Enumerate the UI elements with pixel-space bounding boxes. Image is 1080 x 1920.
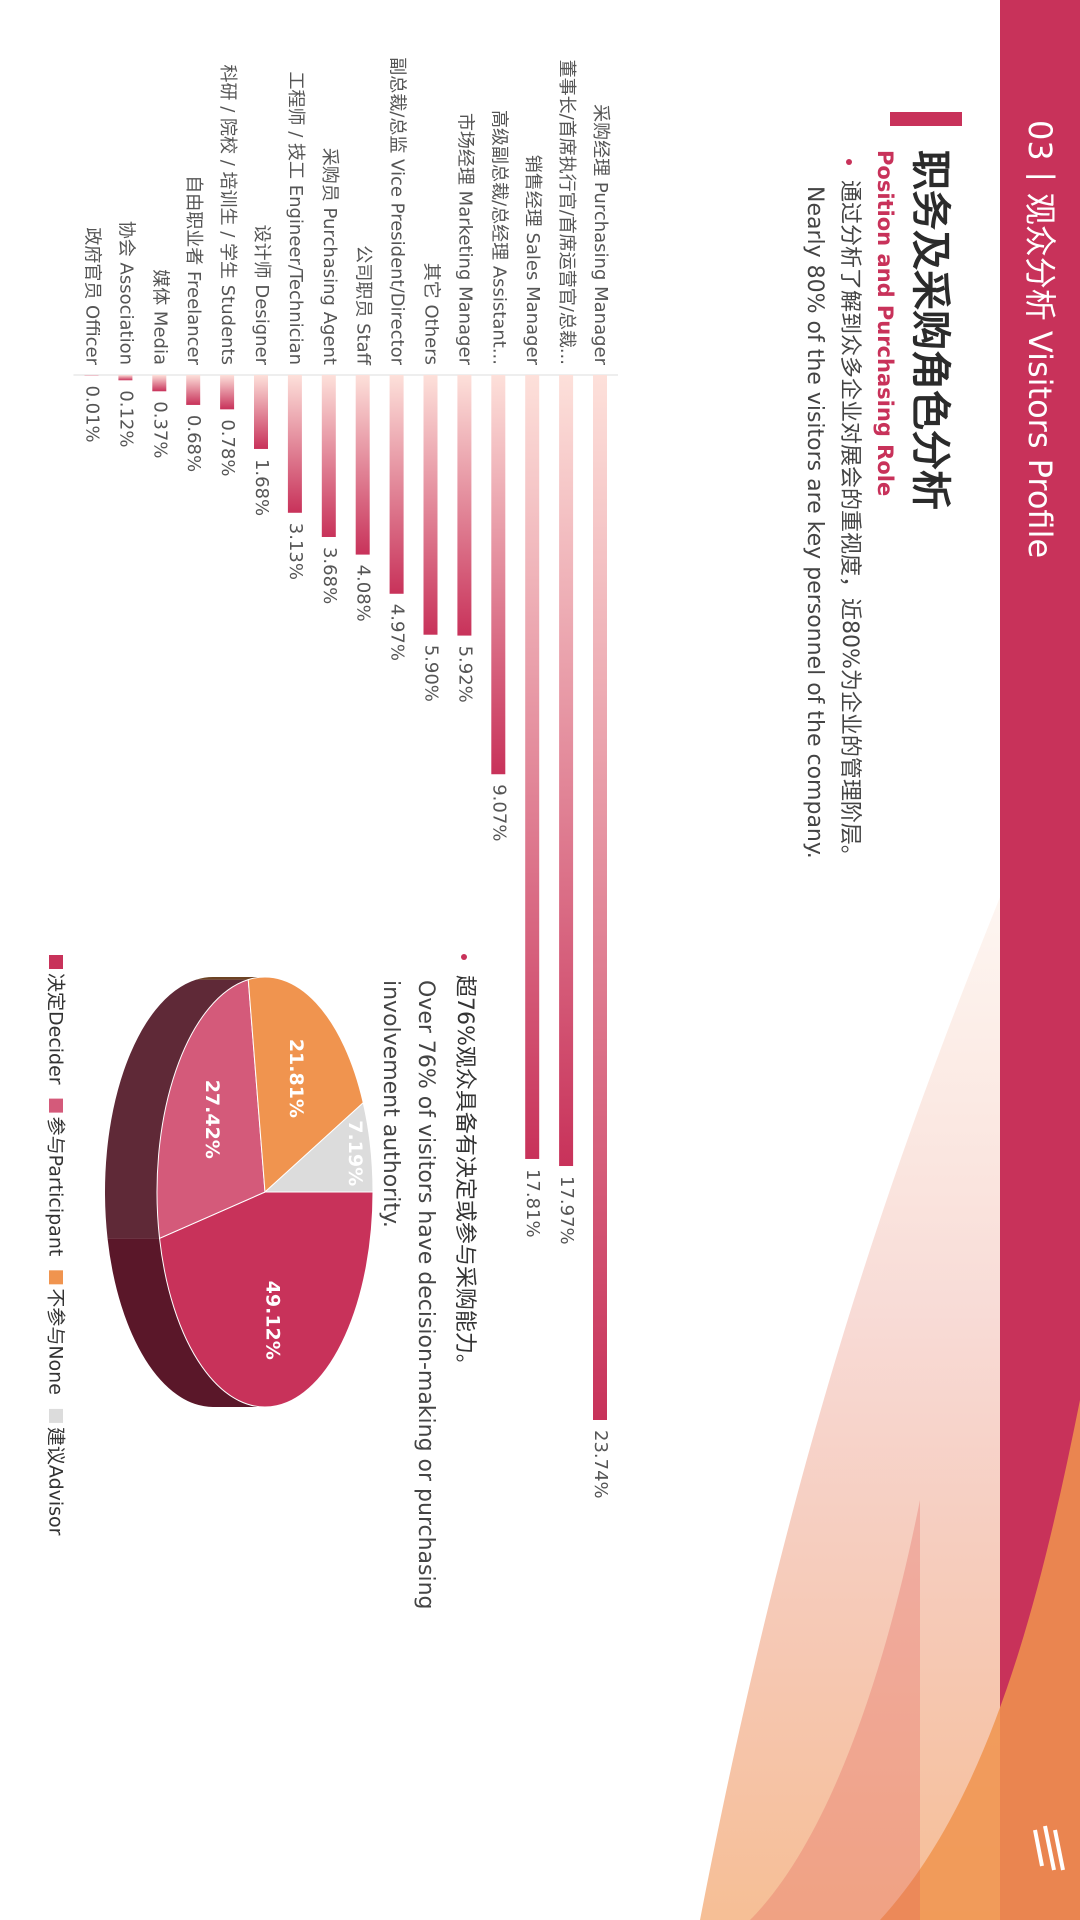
pie-slice [247, 976, 364, 1194]
bullet-text: 通过分析了解到众多企业对展会的重视度，近80%为企业的管理阶层。 [837, 180, 862, 867]
decor-wave [700, 700, 1080, 1920]
value-label: 0.68% [183, 415, 204, 472]
value-label: 4.97% [387, 604, 408, 661]
value-label: 5.92% [454, 646, 475, 703]
value-label: 3.68% [319, 547, 340, 604]
bar [287, 375, 302, 513]
bar [254, 375, 268, 449]
bar-label: 高级副总裁/总经理 Assistant... [488, 110, 509, 365]
value-label: 0.12% [115, 390, 136, 447]
bar-label: 市场经理 Marketing Manager [454, 113, 475, 366]
bullet-dot [846, 159, 852, 165]
pie-label: 7.19% [344, 1120, 366, 1186]
bar [321, 375, 336, 537]
bar-label: 协会 Association [115, 221, 136, 365]
bar [355, 375, 370, 555]
legend-label: 建议Advisor [45, 1427, 67, 1536]
bar-label: 其它 Others [421, 263, 442, 365]
bar-label: 媒体 Media [149, 269, 170, 365]
bar [457, 375, 472, 636]
bar-label: 科研 / 院校 / 培训生 / 学生 Students [217, 65, 238, 365]
value-label: 9.07% [488, 784, 509, 841]
value-label: 17.81% [522, 1169, 543, 1238]
legend-swatch [49, 955, 63, 969]
bar [491, 375, 506, 775]
value-label: 23.74% [590, 1430, 611, 1499]
bar [593, 375, 607, 1420]
pie-label: 27.42% [201, 1080, 223, 1159]
bar [525, 375, 540, 1159]
bar [186, 375, 201, 405]
bar-label: 公司职员 Staff [353, 245, 374, 365]
pie-side [107, 1238, 265, 1407]
value-label: 3.13% [285, 523, 306, 580]
bar-label: 采购经理 Purchasing Manager [590, 104, 611, 365]
bullet-dot [461, 954, 467, 960]
value-label: 4.08% [353, 565, 374, 622]
pie-side [105, 979, 249, 1239]
legend-swatch [49, 1270, 63, 1285]
bar-label: 设计师 Designer [251, 225, 272, 366]
pie-slice [159, 1191, 374, 1408]
value-label: 1.68% [251, 459, 272, 516]
value-label: 5.90% [421, 645, 442, 702]
value-label: 0.37% [149, 401, 170, 458]
bar [389, 375, 404, 594]
legend-swatch [49, 1408, 63, 1423]
title-accent [890, 112, 962, 126]
pie-label: 49.12% [262, 1281, 284, 1360]
bar-label: 董事长/首席执行官/首席运营官/总裁... [556, 60, 577, 365]
bar-label: 销售经理 Sales Manager [522, 155, 543, 366]
logo-mark [1033, 1825, 1065, 1871]
bar-label: 自由职业者 Freelancer [183, 175, 204, 365]
legend-label: 参与Participant [45, 1117, 67, 1257]
pie-label: 21.81% [285, 1039, 307, 1118]
pie-slice [156, 978, 266, 1240]
legend-label: 决定Decider [45, 973, 67, 1085]
page-subtitle: Position and Purchasing Role [873, 150, 897, 496]
legend-label: 不参与None [45, 1288, 67, 1395]
value-label: 17.97% [556, 1176, 577, 1245]
section-title: 03丨观众分析 Visitors Profile [1021, 120, 1059, 558]
page-title: 职务及采购角色分析 [907, 150, 953, 510]
pie-slice [263, 1101, 374, 1193]
value-label: 0.78% [217, 419, 238, 476]
bar-label: 副总裁/总监 Vice President/Director [387, 57, 408, 365]
bar [220, 375, 235, 410]
bar [423, 375, 438, 635]
value-label: 0.01% [82, 385, 103, 442]
pie-side [196, 977, 265, 980]
bar-label: 工程师 / 技工 Engineer/Technician [285, 71, 306, 365]
bar [559, 375, 574, 1167]
bullet-text: Over 76% of visitors have decision-makin… [413, 980, 438, 1610]
bar [118, 375, 133, 381]
decor-pink [750, 1500, 920, 1920]
bullet-text: Nearly 80% of the visitors are key perso… [802, 186, 827, 859]
bar [152, 375, 167, 392]
logo [1033, 1825, 1065, 1871]
header-band [1000, 0, 1080, 1920]
bar-label: 政府官员 Officer [82, 227, 103, 365]
decor-orange [880, 1400, 1080, 1920]
bullet-text: 超76%观众具备有决定或参与采购能力。 [452, 975, 477, 1376]
bullet-text: involvement authority. [378, 980, 403, 1228]
bar-label: 采购员 Purchasing Agent [319, 148, 340, 365]
legend-swatch [49, 1098, 63, 1113]
